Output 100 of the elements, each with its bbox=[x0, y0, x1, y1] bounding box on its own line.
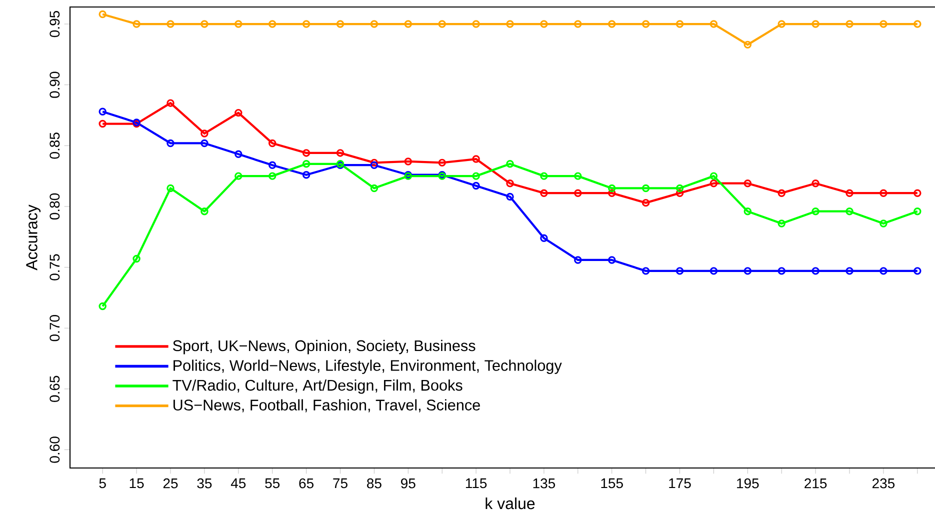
point bbox=[744, 267, 752, 275]
point bbox=[268, 20, 276, 28]
point bbox=[846, 20, 854, 28]
point bbox=[200, 207, 208, 216]
x-tick-label: 5 bbox=[99, 478, 106, 488]
point bbox=[812, 179, 820, 188]
point bbox=[778, 267, 786, 275]
point bbox=[268, 172, 276, 180]
point bbox=[642, 198, 650, 207]
point bbox=[166, 20, 174, 28]
point bbox=[676, 189, 684, 197]
point bbox=[404, 20, 412, 28]
y-tick-label: 0.90 bbox=[50, 72, 60, 98]
point bbox=[710, 267, 718, 275]
point bbox=[880, 189, 888, 197]
point bbox=[710, 20, 718, 28]
point bbox=[506, 20, 514, 28]
x-tick-label: 115 bbox=[466, 478, 487, 488]
y-tick-label: 0.65 bbox=[50, 376, 60, 402]
point bbox=[778, 189, 786, 197]
x-tick-label: 75 bbox=[333, 478, 348, 488]
x-tick-label: 35 bbox=[197, 478, 212, 488]
point bbox=[540, 189, 548, 197]
x-tick-label: 155 bbox=[601, 478, 623, 488]
point bbox=[744, 40, 752, 49]
point bbox=[642, 267, 650, 275]
point bbox=[608, 189, 616, 197]
y-axis-title: Accuracy bbox=[26, 204, 41, 270]
point bbox=[336, 149, 344, 157]
point bbox=[166, 99, 174, 107]
point bbox=[200, 130, 208, 138]
point bbox=[846, 189, 854, 197]
x-tick-label: 15 bbox=[130, 478, 144, 488]
point bbox=[880, 20, 888, 28]
point bbox=[574, 256, 582, 264]
point bbox=[676, 20, 684, 28]
point bbox=[540, 20, 548, 28]
point bbox=[744, 207, 752, 216]
point bbox=[574, 189, 582, 197]
point bbox=[234, 108, 242, 117]
point bbox=[438, 20, 446, 28]
y-tick-label: 0.80 bbox=[50, 193, 60, 220]
point bbox=[472, 172, 480, 180]
point bbox=[234, 20, 242, 28]
point bbox=[268, 139, 276, 148]
point bbox=[472, 182, 480, 190]
point bbox=[132, 20, 140, 28]
y-tick-label: 0.70 bbox=[50, 315, 60, 342]
x-tick-label: 95 bbox=[401, 478, 416, 488]
point bbox=[744, 179, 752, 188]
point bbox=[642, 20, 650, 28]
x-tick-label: 175 bbox=[669, 478, 691, 488]
point bbox=[608, 20, 616, 28]
x-tick-label: 65 bbox=[299, 478, 314, 488]
point bbox=[370, 184, 378, 192]
point bbox=[506, 192, 514, 201]
point bbox=[506, 179, 514, 188]
x-tick-label: 135 bbox=[533, 478, 556, 488]
point bbox=[370, 161, 378, 169]
point bbox=[472, 155, 480, 163]
point bbox=[166, 139, 174, 148]
point bbox=[880, 220, 888, 228]
point bbox=[880, 267, 888, 275]
point bbox=[438, 158, 446, 167]
point bbox=[472, 20, 480, 28]
point bbox=[574, 20, 582, 28]
x-tick-label: 55 bbox=[265, 478, 280, 488]
point bbox=[540, 234, 548, 242]
point bbox=[200, 139, 208, 148]
point bbox=[574, 172, 582, 180]
x-tick-label: 85 bbox=[367, 478, 382, 488]
point bbox=[302, 170, 310, 179]
point bbox=[370, 158, 378, 167]
point bbox=[506, 160, 514, 168]
point bbox=[812, 267, 820, 275]
point bbox=[302, 149, 310, 157]
point bbox=[200, 20, 208, 28]
point bbox=[710, 179, 718, 188]
point bbox=[370, 20, 378, 28]
point bbox=[608, 184, 616, 192]
point bbox=[302, 20, 310, 28]
point bbox=[166, 184, 174, 192]
x-axis-title: k value bbox=[486, 497, 535, 510]
x-tick-label: 45 bbox=[230, 478, 246, 488]
point bbox=[234, 172, 242, 180]
x-tick-label: 195 bbox=[737, 478, 759, 488]
point bbox=[676, 267, 684, 275]
y-tick-label: 0.60 bbox=[50, 436, 60, 463]
point bbox=[710, 172, 718, 180]
point bbox=[302, 160, 310, 168]
point bbox=[778, 220, 786, 228]
point bbox=[268, 161, 276, 169]
x-tick-label: 25 bbox=[163, 478, 178, 488]
legend-label: Sport, UK−News, Opinion, Society, Business bbox=[173, 340, 476, 354]
point bbox=[778, 20, 786, 28]
legend-label: Politics, World−News, Lifestyle, Environment, Technology bbox=[174, 360, 562, 374]
legend-label: TV/Radio, Culture, Art/Design, Film, Books bbox=[172, 379, 462, 394]
point bbox=[404, 158, 412, 166]
point bbox=[676, 184, 684, 192]
point bbox=[812, 20, 820, 28]
